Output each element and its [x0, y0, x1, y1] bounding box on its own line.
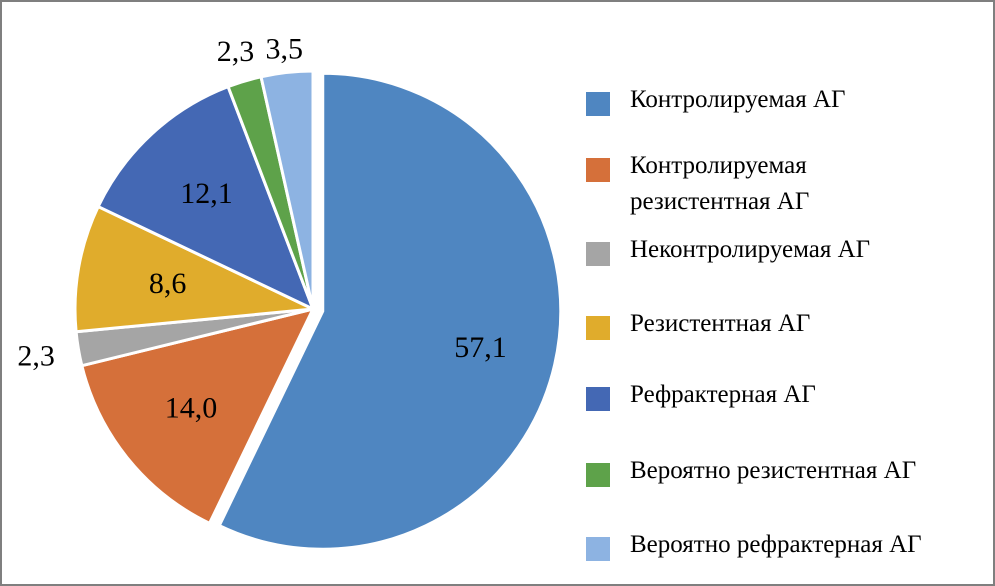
data-label-1: 57,1	[454, 331, 507, 364]
pie-slice-5	[96, 85, 315, 311]
legend-item-6: Вероятно резистентная АГ	[586, 453, 980, 489]
legend-swatch	[586, 387, 610, 411]
legend-label: Резистентная АГ	[630, 310, 811, 337]
legend-swatch	[586, 463, 610, 487]
data-label-7: 3,5	[265, 32, 303, 65]
legend-label: Рефрактерная АГ	[630, 381, 816, 408]
legend-label: Контролируемая резистентная АГ	[630, 152, 810, 215]
legend-item-4: Резистентная АГ	[586, 306, 980, 342]
data-label-6: 2,3	[217, 35, 255, 68]
legend-item-2: Контролируемая резистентная АГ	[586, 148, 980, 220]
legend-swatch	[586, 316, 610, 340]
pie-slice-2	[80, 307, 315, 525]
legend-swatch	[586, 158, 610, 182]
legend-item-1: Контролируемая АГ	[586, 82, 980, 118]
pie-slice-7	[259, 69, 315, 311]
legend-item-5: Рефрактерная АГ	[586, 377, 980, 413]
pie-slice-1	[217, 71, 563, 551]
pie-chart: 57,1 14,0 2,3 8,6 12,1 2,3 3,5	[17, 32, 563, 551]
data-label-5: 12,1	[180, 177, 233, 210]
data-label-2: 14,0	[165, 391, 218, 424]
pie-slice-4	[73, 205, 315, 334]
legend-item-7: Вероятно рефрактерная АГ	[586, 527, 980, 563]
legend-swatch	[586, 92, 610, 116]
legend-item-3: Неконтролируемая АГ	[586, 232, 980, 268]
legend-swatch	[586, 537, 610, 561]
legend-swatch	[586, 242, 610, 266]
legend-label: Контролируемая АГ	[630, 86, 846, 113]
legend-label: Неконтролируемая АГ	[630, 236, 871, 263]
legend-label: Вероятно резистентная АГ	[630, 457, 917, 484]
legend-label: Вероятно рефрактерная АГ	[630, 531, 922, 558]
data-label-4: 8,6	[149, 267, 187, 300]
data-label-3: 2,3	[17, 340, 55, 373]
